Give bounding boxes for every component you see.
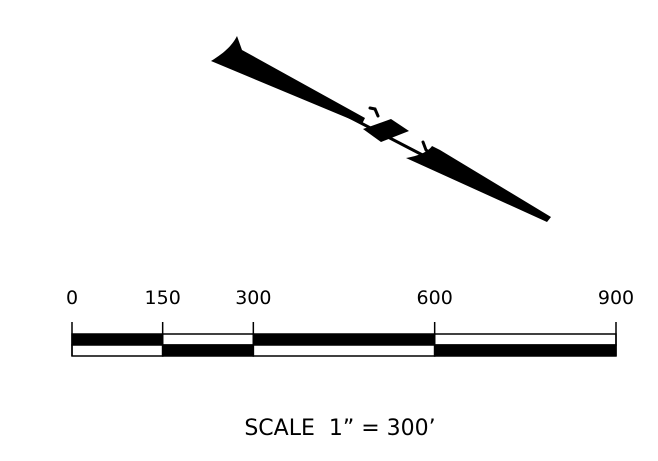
scale-bar-segment-lower-3 (433, 344, 617, 357)
scale-bar-segment-lower-0 (71, 344, 164, 357)
upper-wedge (211, 36, 365, 124)
scale-bar-labels: 0 150 300 600 900 (66, 287, 634, 309)
scale-bar-segment-upper-1 (161, 333, 255, 346)
scale-bar-ticks (71, 322, 617, 356)
upper-hook (368, 106, 380, 118)
scale-bar-label-300: 300 (235, 287, 271, 309)
scale-caption: SCALE 1” = 300’ (244, 416, 435, 441)
scale-bar-label-150: 150 (145, 287, 181, 309)
plan-feature (211, 36, 551, 222)
scale-bar-segment-lower-1 (161, 344, 255, 357)
scale-bar-label-900: 900 (598, 287, 634, 309)
lower-wedge (406, 146, 551, 222)
scale-bar-segment-upper-2 (252, 333, 436, 346)
scale-bar-label-0: 0 (66, 287, 78, 309)
scale-bar-cells (71, 333, 617, 357)
central-block (363, 119, 409, 142)
scale-bar-segment-lower-2 (252, 344, 436, 357)
scale-bar-label-600: 600 (417, 287, 453, 309)
scale-bar-segment-upper-0 (71, 333, 164, 346)
scale-bar-segment-upper-3 (433, 333, 617, 346)
scale-bar: 0 150 300 600 900 (66, 287, 634, 357)
